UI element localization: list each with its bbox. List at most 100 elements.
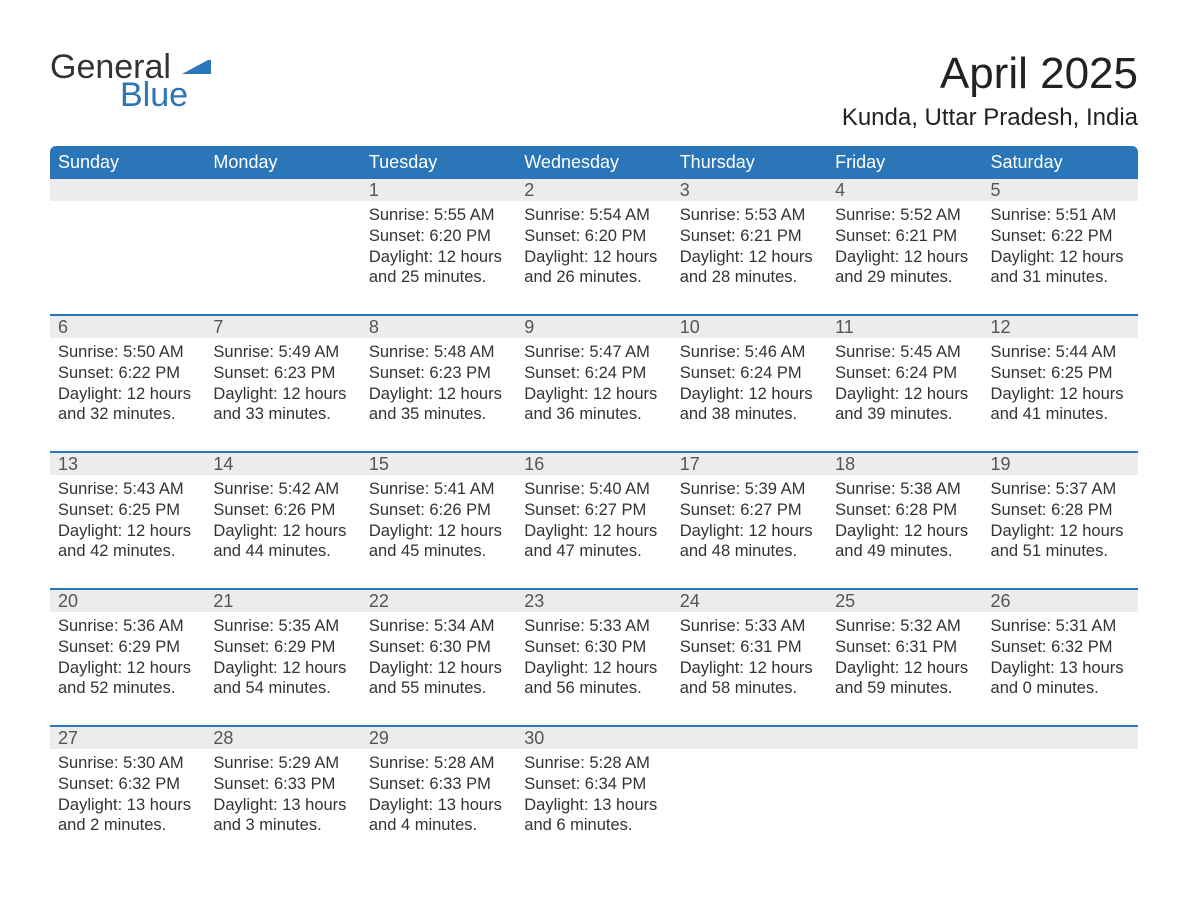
day-number-row: 18 xyxy=(827,453,982,475)
calendar: Sunday Monday Tuesday Wednesday Thursday… xyxy=(50,146,1138,862)
day-cell xyxy=(983,727,1138,862)
day-cell: 27Sunrise: 5:30 AMSunset: 6:32 PMDayligh… xyxy=(50,727,205,862)
day-number: 16 xyxy=(516,454,544,475)
week-row: 6Sunrise: 5:50 AMSunset: 6:22 PMDaylight… xyxy=(50,314,1138,451)
daylight-text: Daylight: 12 hours and 31 minutes. xyxy=(991,247,1132,288)
sunset-text: Sunset: 6:24 PM xyxy=(524,363,665,384)
day-number-row: 12 xyxy=(983,316,1138,338)
sunset-text: Sunset: 6:29 PM xyxy=(58,637,199,658)
day-cell: 20Sunrise: 5:36 AMSunset: 6:29 PMDayligh… xyxy=(50,590,205,725)
day-cell: 11Sunrise: 5:45 AMSunset: 6:24 PMDayligh… xyxy=(827,316,982,451)
day-body: Sunrise: 5:51 AMSunset: 6:22 PMDaylight:… xyxy=(983,201,1138,288)
daylight-text: Daylight: 12 hours and 25 minutes. xyxy=(369,247,510,288)
day-body xyxy=(827,749,982,833)
day-number: 2 xyxy=(516,180,534,201)
sunset-text: Sunset: 6:31 PM xyxy=(680,637,821,658)
day-number-row: 16 xyxy=(516,453,671,475)
page-title: April 2025 xyxy=(842,50,1138,98)
day-cell: 15Sunrise: 5:41 AMSunset: 6:26 PMDayligh… xyxy=(361,453,516,588)
sunset-text: Sunset: 6:30 PM xyxy=(369,637,510,658)
sunset-text: Sunset: 6:27 PM xyxy=(524,500,665,521)
sunrise-text: Sunrise: 5:36 AM xyxy=(58,616,199,637)
daylight-text: Daylight: 12 hours and 42 minutes. xyxy=(58,521,199,562)
day-cell: 16Sunrise: 5:40 AMSunset: 6:27 PMDayligh… xyxy=(516,453,671,588)
day-number: 21 xyxy=(205,591,233,612)
sunrise-text: Sunrise: 5:40 AM xyxy=(524,479,665,500)
day-number: 8 xyxy=(361,317,379,338)
sunset-text: Sunset: 6:31 PM xyxy=(835,637,976,658)
day-cell: 7Sunrise: 5:49 AMSunset: 6:23 PMDaylight… xyxy=(205,316,360,451)
day-number: 15 xyxy=(361,454,389,475)
day-cell: 30Sunrise: 5:28 AMSunset: 6:34 PMDayligh… xyxy=(516,727,671,862)
day-number-row: 7 xyxy=(205,316,360,338)
sunrise-text: Sunrise: 5:38 AM xyxy=(835,479,976,500)
weekday-header-row: Sunday Monday Tuesday Wednesday Thursday… xyxy=(50,146,1138,179)
day-number-row: 2 xyxy=(516,179,671,201)
sunrise-text: Sunrise: 5:49 AM xyxy=(213,342,354,363)
weekday-header: Tuesday xyxy=(361,146,516,179)
sunset-text: Sunset: 6:21 PM xyxy=(680,226,821,247)
day-number-row: 21 xyxy=(205,590,360,612)
sunrise-text: Sunrise: 5:33 AM xyxy=(524,616,665,637)
day-body: Sunrise: 5:48 AMSunset: 6:23 PMDaylight:… xyxy=(361,338,516,425)
daylight-text: Daylight: 13 hours and 4 minutes. xyxy=(369,795,510,836)
day-number-row: 15 xyxy=(361,453,516,475)
sunset-text: Sunset: 6:25 PM xyxy=(991,363,1132,384)
day-cell: 18Sunrise: 5:38 AMSunset: 6:28 PMDayligh… xyxy=(827,453,982,588)
day-cell: 3Sunrise: 5:53 AMSunset: 6:21 PMDaylight… xyxy=(672,179,827,314)
day-cell: 13Sunrise: 5:43 AMSunset: 6:25 PMDayligh… xyxy=(50,453,205,588)
day-body xyxy=(983,749,1138,833)
day-body: Sunrise: 5:52 AMSunset: 6:21 PMDaylight:… xyxy=(827,201,982,288)
day-number: 6 xyxy=(50,317,68,338)
sunset-text: Sunset: 6:23 PM xyxy=(213,363,354,384)
day-cell: 1Sunrise: 5:55 AMSunset: 6:20 PMDaylight… xyxy=(361,179,516,314)
day-number: 24 xyxy=(672,591,700,612)
day-body: Sunrise: 5:33 AMSunset: 6:31 PMDaylight:… xyxy=(672,612,827,699)
day-cell: 5Sunrise: 5:51 AMSunset: 6:22 PMDaylight… xyxy=(983,179,1138,314)
day-number: 26 xyxy=(983,591,1011,612)
sunrise-text: Sunrise: 5:33 AM xyxy=(680,616,821,637)
location-subtitle: Kunda, Uttar Pradesh, India xyxy=(842,104,1138,132)
sunrise-text: Sunrise: 5:45 AM xyxy=(835,342,976,363)
day-number: 12 xyxy=(983,317,1011,338)
day-cell: 25Sunrise: 5:32 AMSunset: 6:31 PMDayligh… xyxy=(827,590,982,725)
sunrise-text: Sunrise: 5:51 AM xyxy=(991,205,1132,226)
day-cell: 23Sunrise: 5:33 AMSunset: 6:30 PMDayligh… xyxy=(516,590,671,725)
daylight-text: Daylight: 12 hours and 28 minutes. xyxy=(680,247,821,288)
day-number: 17 xyxy=(672,454,700,475)
day-cell: 8Sunrise: 5:48 AMSunset: 6:23 PMDaylight… xyxy=(361,316,516,451)
day-number: 4 xyxy=(827,180,845,201)
title-block: April 2025 Kunda, Uttar Pradesh, India xyxy=(842,50,1138,142)
weekday-header: Monday xyxy=(205,146,360,179)
sunrise-text: Sunrise: 5:42 AM xyxy=(213,479,354,500)
daylight-text: Daylight: 12 hours and 59 minutes. xyxy=(835,658,976,699)
day-number: 7 xyxy=(205,317,223,338)
daylight-text: Daylight: 13 hours and 0 minutes. xyxy=(991,658,1132,699)
day-body: Sunrise: 5:32 AMSunset: 6:31 PMDaylight:… xyxy=(827,612,982,699)
day-number-row: 29 xyxy=(361,727,516,749)
day-body: Sunrise: 5:33 AMSunset: 6:30 PMDaylight:… xyxy=(516,612,671,699)
day-number-row: 23 xyxy=(516,590,671,612)
day-body: Sunrise: 5:53 AMSunset: 6:21 PMDaylight:… xyxy=(672,201,827,288)
weekday-header: Friday xyxy=(827,146,982,179)
day-body: Sunrise: 5:47 AMSunset: 6:24 PMDaylight:… xyxy=(516,338,671,425)
day-body: Sunrise: 5:43 AMSunset: 6:25 PMDaylight:… xyxy=(50,475,205,562)
day-number-row xyxy=(50,179,205,201)
day-cell: 6Sunrise: 5:50 AMSunset: 6:22 PMDaylight… xyxy=(50,316,205,451)
sunset-text: Sunset: 6:21 PM xyxy=(835,226,976,247)
week-row: 1Sunrise: 5:55 AMSunset: 6:20 PMDaylight… xyxy=(50,179,1138,314)
day-cell xyxy=(827,727,982,862)
day-number-row: 27 xyxy=(50,727,205,749)
sunrise-text: Sunrise: 5:39 AM xyxy=(680,479,821,500)
daylight-text: Daylight: 12 hours and 32 minutes. xyxy=(58,384,199,425)
day-cell xyxy=(672,727,827,862)
day-number: 11 xyxy=(827,317,854,338)
sunrise-text: Sunrise: 5:47 AM xyxy=(524,342,665,363)
sunrise-text: Sunrise: 5:41 AM xyxy=(369,479,510,500)
day-number: 3 xyxy=(672,180,690,201)
day-number-row: 14 xyxy=(205,453,360,475)
sunset-text: Sunset: 6:27 PM xyxy=(680,500,821,521)
day-cell: 10Sunrise: 5:46 AMSunset: 6:24 PMDayligh… xyxy=(672,316,827,451)
day-cell: 21Sunrise: 5:35 AMSunset: 6:29 PMDayligh… xyxy=(205,590,360,725)
sunrise-text: Sunrise: 5:30 AM xyxy=(58,753,199,774)
